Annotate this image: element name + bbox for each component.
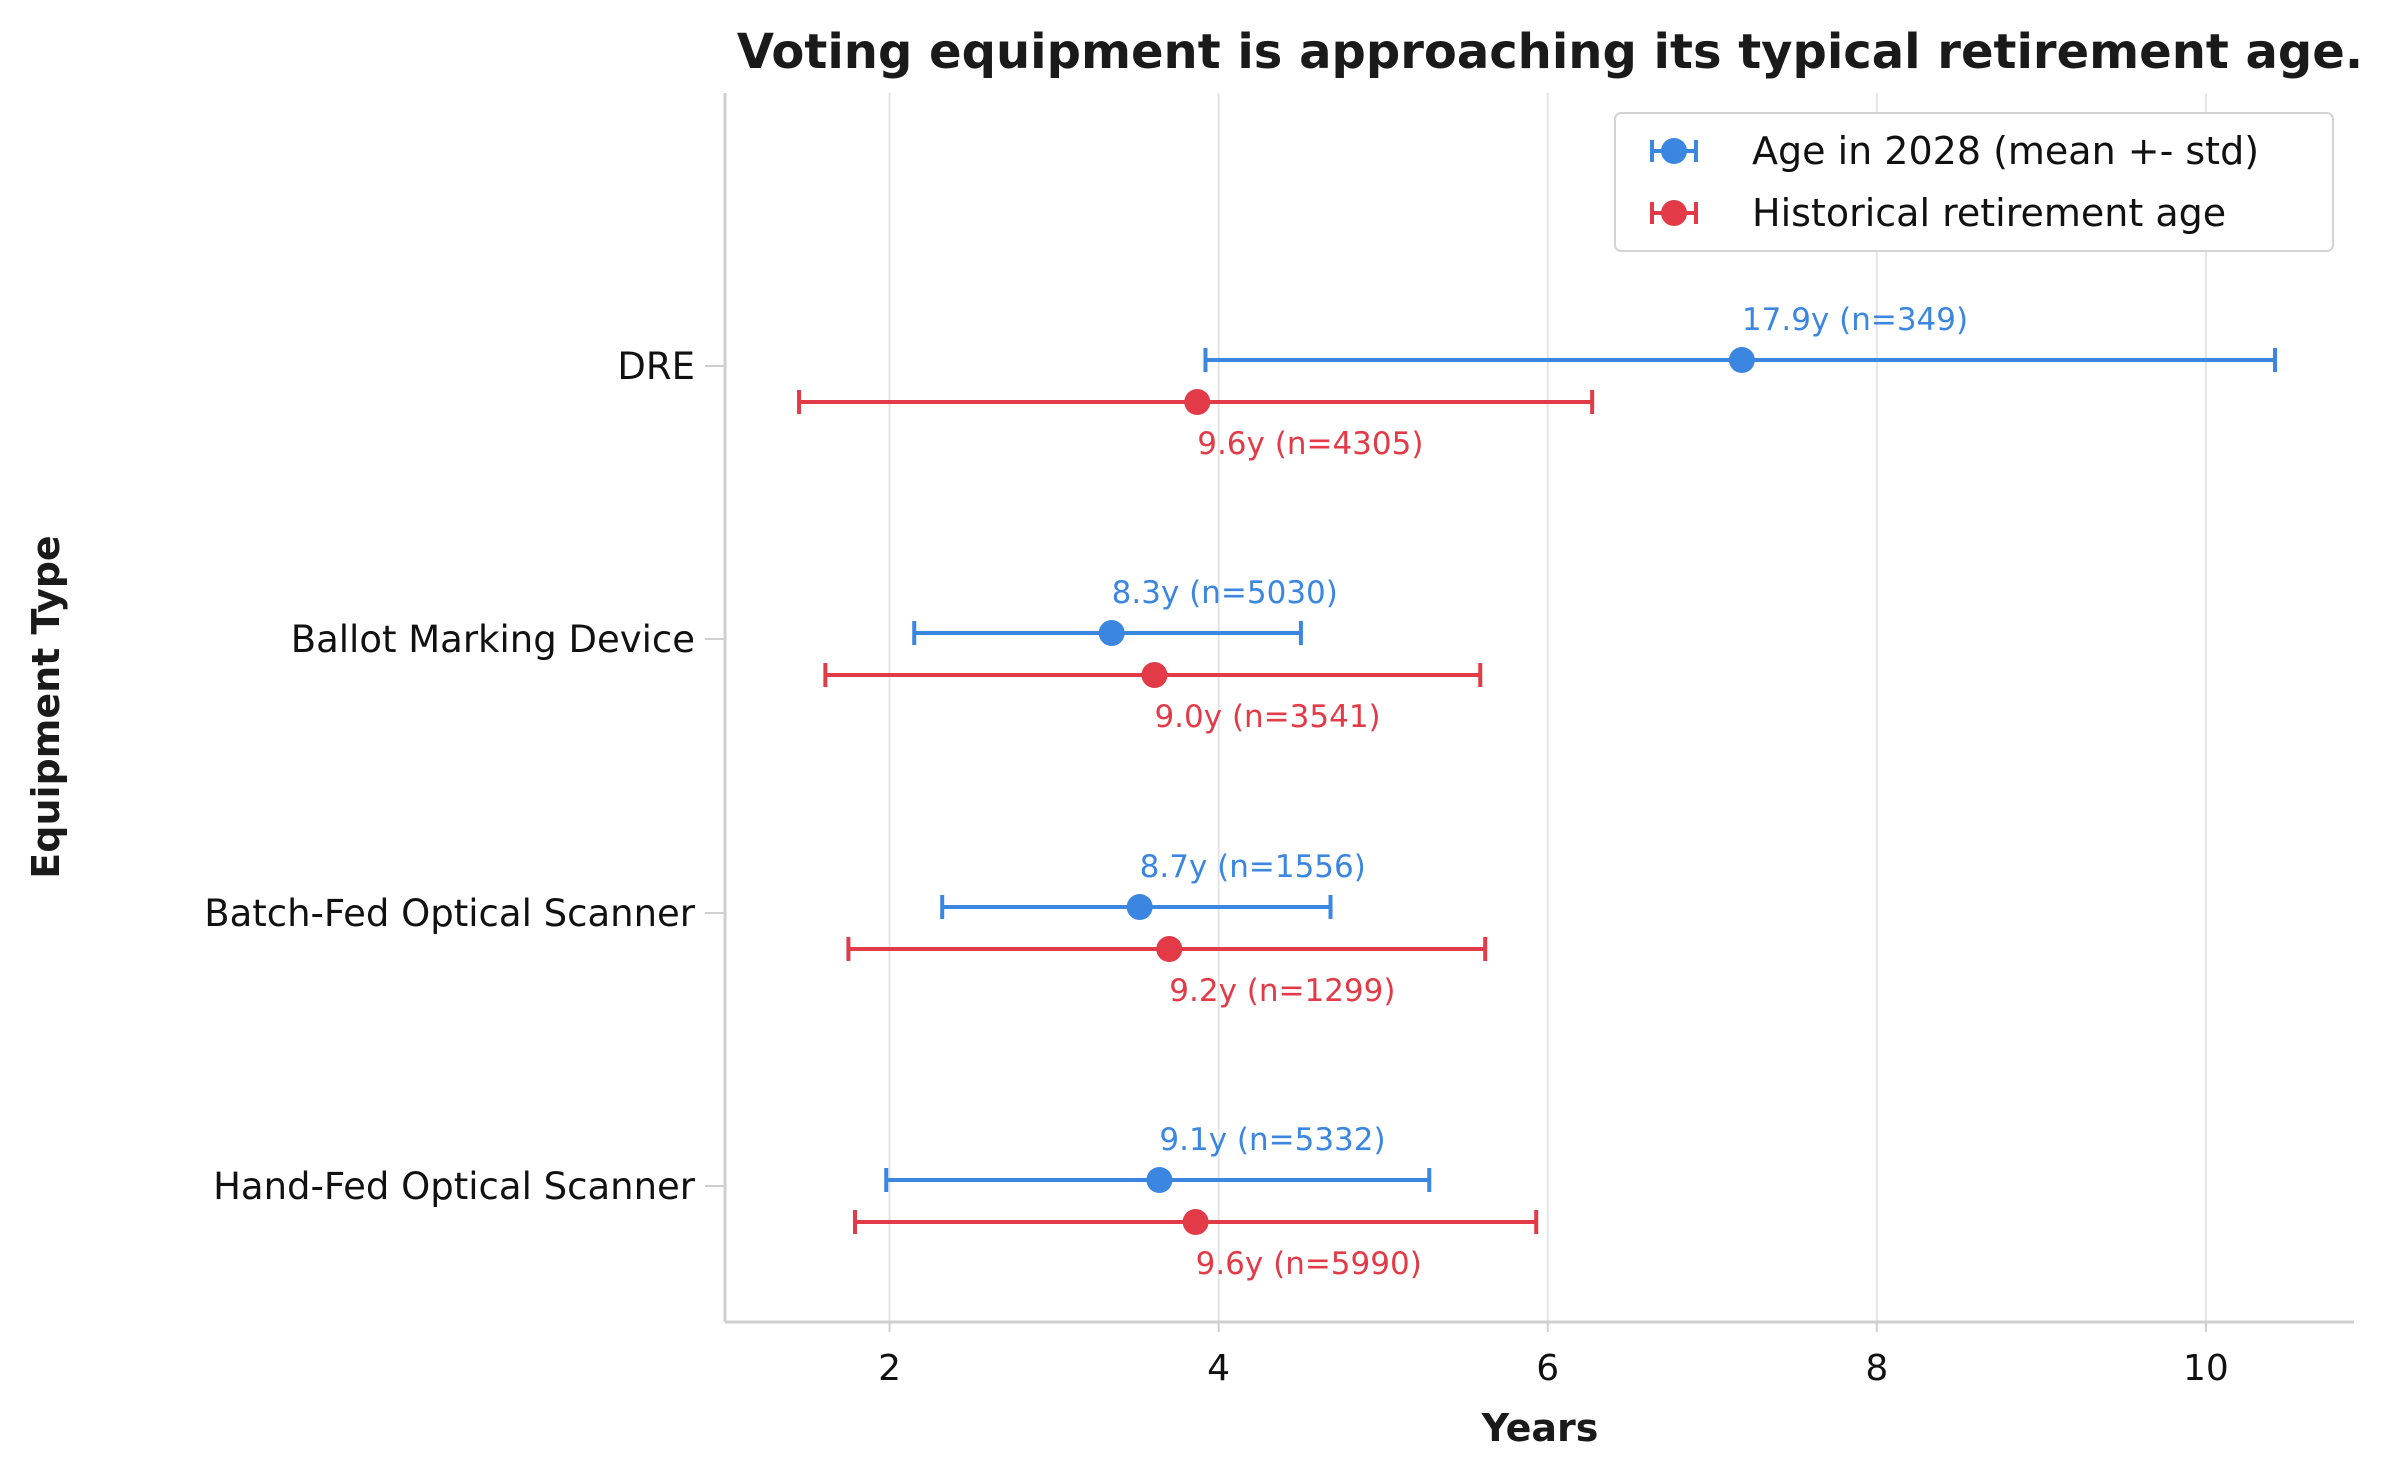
legend-marker-dot: [1661, 138, 1687, 164]
y-category-label: DRE: [617, 345, 695, 388]
x-tick-label: 2: [878, 1348, 901, 1389]
mean-point: [1141, 662, 1168, 688]
y-axis-title: Equipment Type: [24, 535, 68, 878]
grid-lines: [888, 93, 2207, 1322]
chart-title: Voting equipment is approaching its typi…: [737, 24, 2363, 80]
x-tick-label: 4: [1207, 1348, 1230, 1389]
y-category-label: Hand-Fed Optical Scanner: [213, 1165, 696, 1208]
mean-point: [1098, 620, 1125, 646]
data-label: 9.1y (n=5332): [1159, 1122, 1385, 1158]
mean-point: [1156, 936, 1183, 962]
y-category-label: Ballot Marking Device: [291, 618, 695, 661]
x-tick-label: 10: [2183, 1348, 2229, 1389]
legend-label: Historical retirement age: [1752, 191, 2226, 235]
mean-point: [1126, 894, 1153, 920]
data-label: 9.6y (n=5990): [1196, 1246, 1422, 1282]
legend-item: Age in 2028 (mean +- std): [1650, 129, 2259, 173]
series-1: 9.6y (n=4305) 9.0y (n=3541) 9.2y (n=1299) 9…: [797, 389, 1595, 1282]
data-label: 8.7y (n=1556): [1140, 849, 1366, 885]
mean-point: [1184, 389, 1211, 415]
series-0: 17.9y (n=349) 8.3y (n=5030) 8.7y (n=1556) 9…: [884, 302, 2278, 1193]
data-label: 17.9y (n=349): [1742, 302, 1968, 338]
x-tick-label: 8: [1865, 1348, 1888, 1389]
x-ticks: 2 4 6 8 10: [878, 1322, 2229, 1389]
legend-item: Historical retirement age: [1650, 191, 2226, 235]
y-category-label: Batch-Fed Optical Scanner: [204, 892, 696, 935]
legend: Age in 2028 (mean +- std) Historical reti…: [1614, 112, 2334, 252]
legend-marker-dot: [1661, 200, 1687, 226]
mean-point: [1182, 1209, 1209, 1235]
axes: [723, 93, 2354, 1324]
data-label: 8.3y (n=5030): [1112, 575, 1338, 611]
data-label: 9.6y (n=4305): [1197, 426, 1423, 462]
mean-point: [1146, 1167, 1173, 1193]
data-label: 9.0y (n=3541): [1154, 699, 1380, 735]
data-label: 9.2y (n=1299): [1169, 973, 1395, 1009]
mean-point: [1728, 347, 1755, 373]
x-tick-label: 6: [1536, 1348, 1559, 1389]
series-layer: 17.9y (n=349)8.3y (n=5030)8.7y (n=1556)9…: [797, 302, 2278, 1282]
legend-box: [1614, 112, 2334, 252]
y-ticks: DRE Ballot Marking Device Batch-Fed Optica…: [204, 345, 725, 1208]
x-axis-title: Years: [1481, 1406, 1599, 1450]
legend-label: Age in 2028 (mean +- std): [1752, 129, 2259, 173]
